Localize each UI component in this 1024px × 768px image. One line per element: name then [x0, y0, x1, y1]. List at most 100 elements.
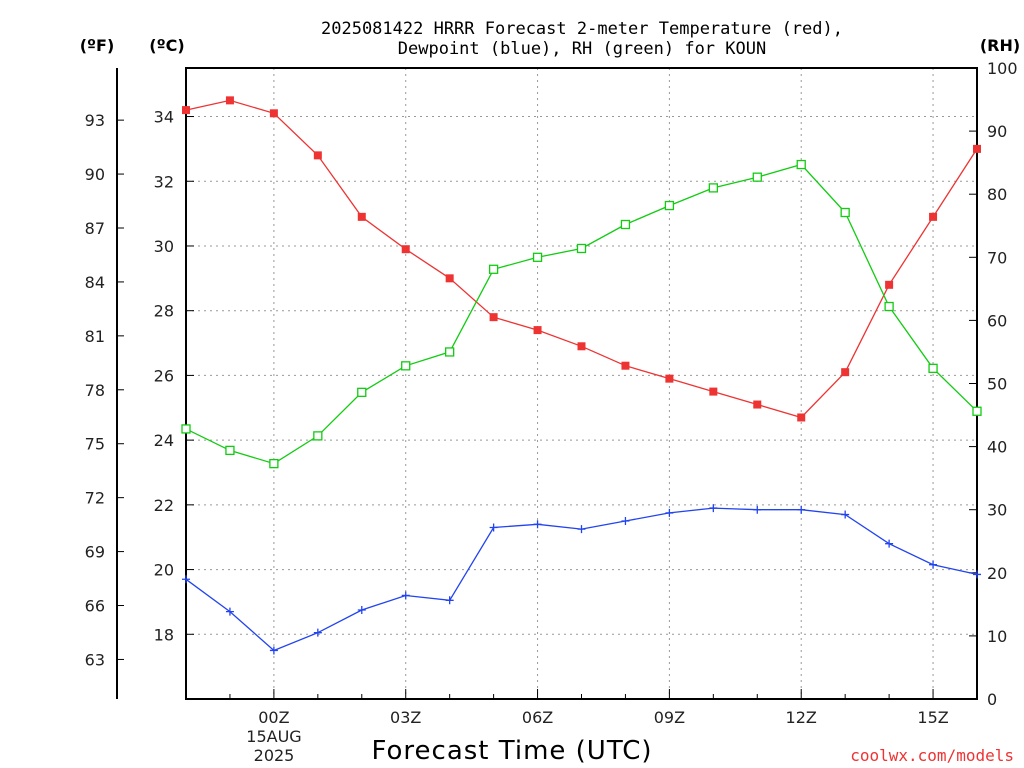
temperature-point [797, 413, 806, 422]
chart-title-line-2: Dewpoint (blue), RH (green) for KOUN [398, 39, 766, 59]
rh-tick-label: 0 [987, 690, 997, 709]
rh-point [708, 183, 718, 193]
dewpoint-point [357, 606, 366, 615]
celsius-tick-label: 26 [154, 366, 174, 385]
dewpoint-point [489, 523, 498, 532]
rh-tick-label: 50 [987, 375, 1007, 394]
temperature-point [357, 212, 366, 221]
celsius-tick-label: 32 [154, 172, 174, 191]
rh-tick-label: 70 [987, 248, 1007, 267]
dewpoint-point [929, 560, 938, 569]
x-tick-label: 06Z [522, 708, 553, 727]
rh-tick-label: 10 [987, 627, 1007, 646]
dewpoint-point [841, 510, 850, 519]
temperature-point [533, 326, 542, 335]
celsius-tick-label: 24 [154, 431, 174, 450]
rh-tick-label: 60 [987, 311, 1007, 330]
temperature-point [753, 400, 762, 409]
dewpoint-point [577, 525, 586, 534]
fahrenheit-tick-label: 81 [85, 327, 105, 346]
temperature-point [313, 151, 322, 160]
x-tick-label: 03Z [390, 708, 421, 727]
temperature-point [973, 144, 981, 153]
fahrenheit-tick-label: 69 [85, 543, 105, 562]
rh-point [972, 406, 982, 416]
series-rh [181, 159, 982, 469]
dewpoint-point [401, 591, 410, 600]
plot-frame [185, 67, 978, 700]
rh-point [401, 361, 411, 371]
rh-point [576, 243, 587, 254]
dewpoint-point [269, 646, 278, 655]
fahrenheit-tick-label: 66 [85, 597, 105, 616]
rh-unit-label: (RH) [980, 36, 1020, 55]
credit-text: coolwx.com/models [850, 746, 1014, 765]
series-dewpoint [182, 504, 981, 655]
tick-labels: 18 20 22 24 26 28 30 32 34 63 66 69 72 75 78 81 84 87 90 93… [85, 59, 1018, 727]
axes [116, 67, 978, 700]
dewpoint-point [885, 539, 894, 548]
dewpoint-point [445, 596, 454, 605]
celsius-tick-label: 20 [154, 561, 174, 580]
dewpoint-point [182, 575, 190, 584]
rh-point [445, 347, 455, 357]
temperature-point [577, 342, 586, 351]
x-axis-title: Forecast Time (UTC) [371, 736, 652, 766]
temperature-point [489, 313, 498, 322]
celsius-tick-label: 22 [154, 496, 174, 515]
fahrenheit-unit-label: (ºF) [80, 36, 115, 55]
temperature-point [401, 245, 410, 254]
dewpoint-point [313, 628, 322, 637]
fahrenheit-tick-label: 90 [85, 165, 105, 184]
x-tick-label: 12Z [786, 708, 817, 727]
rh-tick-label: 30 [987, 501, 1007, 520]
fahrenheit-tick-label: 72 [85, 489, 105, 508]
rh-point [664, 200, 675, 211]
rh-point [884, 301, 894, 312]
rh-point [269, 458, 279, 469]
temperature-point [445, 274, 454, 283]
x-tick-label: 09Z [654, 708, 685, 727]
rh-tick-label: 20 [987, 564, 1007, 583]
rh-tick-label: 80 [987, 185, 1007, 204]
dewpoint-point [797, 505, 806, 514]
rh-point [928, 363, 938, 374]
celsius-tick-label: 18 [154, 625, 174, 644]
date-label-year: 2025 [254, 746, 295, 765]
rh-point [532, 252, 543, 262]
dewpoint-point [709, 504, 718, 513]
rh-point [357, 387, 367, 397]
fahrenheit-tick-label: 87 [85, 219, 105, 238]
fahrenheit-tick-label: 84 [85, 273, 105, 292]
temperature-point [269, 109, 278, 118]
fahrenheit-tick-label: 78 [85, 381, 105, 400]
dewpoint-point [753, 505, 762, 514]
dewpoint-point [973, 570, 981, 579]
series-temperature [182, 96, 981, 422]
date-label-day: 15AUG [246, 727, 301, 746]
rh-point [488, 264, 499, 274]
temperature-point [621, 361, 630, 370]
temperature-point [841, 368, 850, 377]
temperature-point [182, 106, 190, 115]
rh-point [225, 445, 235, 456]
celsius-tick-label: 30 [154, 237, 174, 256]
dewpoint-point [533, 520, 542, 529]
grid-lines [186, 68, 977, 699]
temperature-point [225, 96, 234, 105]
rh-point [840, 207, 850, 218]
dewpoint-point [621, 517, 630, 526]
temperature-point [885, 280, 894, 289]
rh-tick-label: 40 [987, 438, 1007, 457]
rh-point [796, 159, 806, 170]
rh-line [185, 163, 978, 465]
celsius-unit-label: (ºC) [149, 36, 184, 55]
fahrenheit-tick-label: 75 [85, 435, 105, 454]
temperature-point [929, 212, 938, 221]
dewpoint-point [225, 607, 234, 616]
x-tick-label: 00Z [258, 708, 289, 727]
fahrenheit-tick-label: 63 [85, 650, 105, 669]
rh-point [181, 424, 191, 434]
temperature-line [185, 99, 978, 419]
